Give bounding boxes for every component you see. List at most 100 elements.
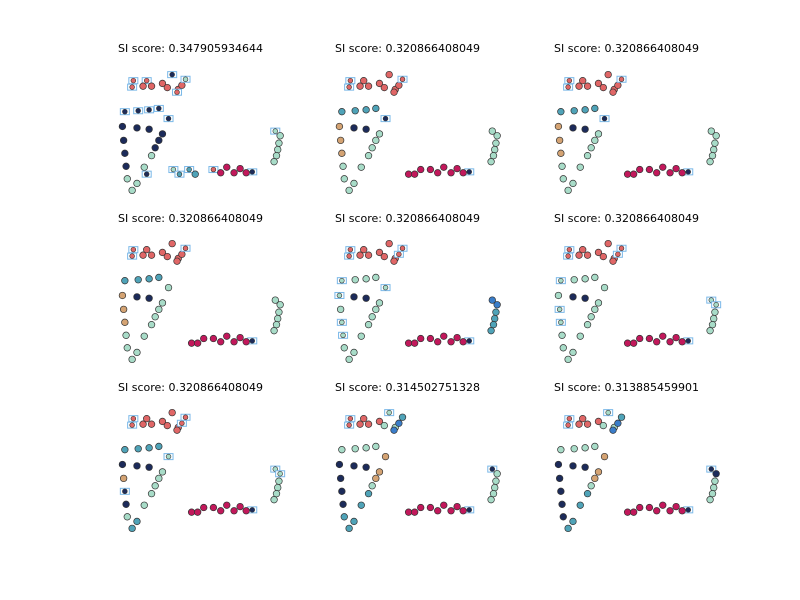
cluster-point <box>609 426 617 434</box>
cluster-point <box>706 158 714 166</box>
cluster-point <box>362 444 370 452</box>
cluster-point <box>489 466 495 472</box>
cluster-point <box>178 250 186 258</box>
cluster-point <box>594 417 603 426</box>
cluster-point <box>459 338 467 346</box>
cluster-point <box>178 81 186 89</box>
cluster-point <box>629 508 638 516</box>
cluster-point <box>594 79 603 88</box>
cluster-point <box>375 468 384 476</box>
cluster-point <box>200 334 208 343</box>
cluster-point <box>357 163 365 171</box>
cluster-point <box>236 164 244 173</box>
cluster-point <box>356 82 364 90</box>
cluster-point <box>133 348 141 357</box>
panel-title: SI score: 0.347905934644 <box>118 42 263 55</box>
cluster-point <box>336 305 345 314</box>
cluster-point <box>236 502 244 511</box>
cluster-point <box>134 276 142 284</box>
cluster-point <box>555 474 564 483</box>
cluster-point <box>163 252 171 261</box>
cluster-point <box>570 107 578 115</box>
cluster-point <box>558 162 566 170</box>
cluster-point <box>708 466 714 472</box>
cluster-point <box>591 136 599 145</box>
cluster-point <box>466 169 472 175</box>
cluster-point <box>434 338 442 346</box>
cluster-point <box>666 507 674 515</box>
cluster-point <box>151 482 159 490</box>
cluster-point <box>417 165 425 174</box>
cluster-point <box>271 296 279 304</box>
cluster-point <box>390 88 398 96</box>
cluster-point <box>434 507 442 515</box>
cluster-point <box>629 170 638 178</box>
cluster-point <box>362 106 370 114</box>
cluster-point <box>566 246 573 253</box>
cluster-point <box>129 253 135 259</box>
cluster-point <box>158 130 167 138</box>
cluster-point <box>558 500 566 508</box>
cluster-point <box>193 508 202 516</box>
cluster-point <box>566 77 573 84</box>
cluster-point <box>453 502 461 511</box>
cluster-point <box>146 107 152 113</box>
cluster-point <box>493 301 501 309</box>
cluster-point <box>399 245 406 251</box>
cluster-point <box>122 488 128 495</box>
cluster-point <box>372 442 380 451</box>
scatter-panel-2: SI score: 0.320866408049 <box>335 42 501 195</box>
cluster-point <box>618 76 625 82</box>
cluster-point <box>591 305 599 314</box>
cluster-point <box>601 115 608 122</box>
cluster-point <box>372 474 380 483</box>
panel-title: SI score: 0.320866408049 <box>118 381 263 394</box>
cluster-point <box>659 163 667 171</box>
cluster-point <box>347 415 354 422</box>
scatter-panel-6: SI score: 0.320866408049 <box>554 212 722 364</box>
cluster-point <box>360 76 368 85</box>
cluster-point <box>168 408 176 417</box>
cluster-point <box>404 170 413 178</box>
cluster-point <box>570 445 578 453</box>
cluster-point <box>368 144 376 152</box>
cluster-point <box>492 477 500 485</box>
cluster-point <box>362 125 370 133</box>
cluster-point <box>338 487 346 495</box>
cluster-point <box>489 151 498 160</box>
cluster-point <box>186 166 192 173</box>
cluster-point <box>653 169 661 177</box>
cluster-point <box>145 294 153 302</box>
cluster-point <box>242 507 250 515</box>
cluster-point <box>357 501 365 509</box>
cluster-point <box>272 151 281 160</box>
cluster-point <box>130 246 137 253</box>
cluster-point <box>623 339 632 347</box>
cluster-point <box>583 151 592 160</box>
cluster-point <box>708 151 717 160</box>
cluster-point <box>712 470 720 478</box>
cluster-point <box>554 122 563 131</box>
cluster-point <box>351 107 359 115</box>
cluster-point <box>347 246 354 253</box>
cluster-point <box>653 338 661 346</box>
cluster-point <box>569 124 577 132</box>
cluster-point <box>165 453 172 460</box>
cluster-point <box>274 145 282 154</box>
cluster-point <box>581 125 589 133</box>
cluster-point <box>382 115 389 122</box>
cluster-point <box>491 145 499 154</box>
cluster-point <box>249 507 255 513</box>
scatter-panel-3: SI score: 0.320866408049 <box>554 42 720 195</box>
cluster-point <box>345 186 353 195</box>
cluster-point <box>390 257 398 265</box>
cluster-point <box>440 163 448 171</box>
cluster-point <box>351 276 359 284</box>
cluster-point <box>119 136 128 145</box>
cluster-point <box>396 251 402 257</box>
cluster-point <box>182 245 189 251</box>
cluster-point <box>659 332 667 340</box>
cluster-point <box>119 474 128 483</box>
cluster-point <box>382 284 389 291</box>
cluster-point <box>579 414 587 423</box>
